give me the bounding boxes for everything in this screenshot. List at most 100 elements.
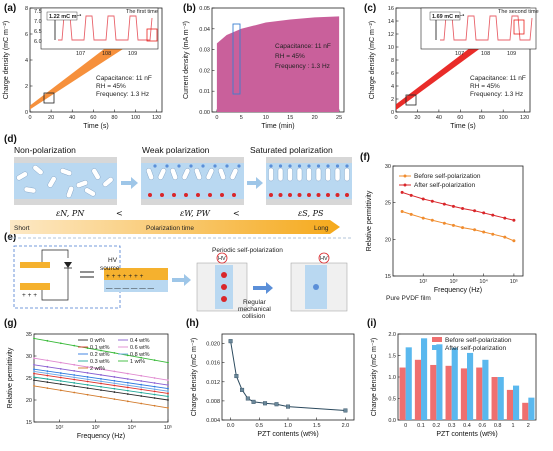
- ytick-label-b-2: 0.02: [199, 68, 210, 74]
- xtick-label-b-5: 25: [336, 115, 342, 121]
- inset-a-tick-0: 107: [76, 51, 85, 57]
- point-g-3-7: [126, 389, 129, 392]
- point-g-3-0: [33, 376, 35, 379]
- ytick-label-c-6: 12: [388, 32, 394, 38]
- legend-label-g-3: 0.3 wt%: [90, 359, 110, 365]
- ytick-label-b-5: 0.05: [199, 6, 210, 12]
- point-g-2-0: [33, 368, 35, 371]
- point-h-5: [263, 401, 268, 406]
- point-g-5-7: [126, 372, 129, 375]
- dipole-weak-6: [218, 168, 226, 180]
- hv-source-label-2: source: [100, 265, 120, 272]
- point-g-0-3: [73, 385, 76, 388]
- series-line-f-0: [401, 210, 515, 242]
- stage-label-saturated: Saturated polarization: [250, 145, 333, 155]
- xtick-label-b-1: 5: [240, 115, 243, 121]
- polarization-time-arrow: [10, 220, 340, 234]
- xtick-label-b-2: 10: [263, 115, 269, 121]
- point-g-6-3: [73, 376, 76, 379]
- point-g-7-3: [73, 344, 76, 347]
- xtick-label-a-2: 40: [69, 115, 75, 121]
- point-h-8: [343, 408, 348, 413]
- charge-red-7: [232, 193, 236, 197]
- point-f-0-11: [512, 239, 516, 243]
- inset-a-value: 1.22 mC m⁻²: [49, 13, 81, 20]
- charge-red-1: [160, 193, 164, 197]
- panel-letter-f: (f): [360, 152, 370, 163]
- xtick-label-b-0: 0: [215, 115, 218, 121]
- area-current: [216, 16, 340, 112]
- dipole-random-0: [16, 171, 28, 181]
- point-g-7-8: [140, 356, 143, 359]
- point-g-7-7: [126, 354, 129, 357]
- point-f-1-0: [400, 190, 404, 194]
- charge-red-s-7: [335, 193, 340, 197]
- point-g-8-6: [113, 398, 116, 401]
- bar-0-6: [491, 377, 498, 420]
- xtick-label-b-4: 20: [312, 115, 318, 121]
- point-g-8-10: [167, 407, 169, 409]
- point-h-3: [245, 396, 250, 401]
- stage-arrow-2: [247, 177, 263, 189]
- ytick-label-a-4: 8: [25, 6, 28, 12]
- point-g-3-9: [153, 393, 156, 396]
- point-g-4-9: [153, 382, 156, 384]
- stage-label-non: Non-polarization: [14, 145, 76, 155]
- xtick-label-c-3: 60: [457, 115, 463, 121]
- bar-1-4: [467, 352, 474, 420]
- point-g-2-3: [73, 374, 76, 376]
- ytick-label-b-3: 0.03: [199, 48, 210, 54]
- bar-0-3: [445, 365, 452, 420]
- label-less-1: <: [116, 209, 123, 218]
- xtick-label-a-1: 20: [48, 115, 54, 121]
- bar-1-3: [451, 347, 458, 420]
- point-g-8-4: [86, 393, 89, 396]
- charge-blue-7: [237, 164, 241, 168]
- point-f-1-2: [421, 197, 425, 201]
- ann-a-0: Capacitance: 11 nF: [96, 75, 152, 82]
- point-g-1-1: [46, 374, 49, 377]
- panel-letter-h: (h): [186, 318, 199, 329]
- legend-label-g-2: 0.2 wt%: [90, 352, 110, 358]
- periodic-label: Periodic self-polarization: [212, 247, 283, 254]
- point-g-4-2: [59, 367, 62, 370]
- point-f-0-7: [473, 228, 477, 232]
- point-g-3-1: [46, 378, 49, 380]
- xlabel-f: Frequency (Hz): [434, 287, 482, 294]
- dipole-random-9: [84, 187, 96, 197]
- point-g-3-6: [113, 387, 116, 390]
- xtick-label-c-2: 40: [436, 115, 442, 121]
- xtick-label-g-3: 10⁵: [164, 424, 172, 431]
- label-eps-w: εW, PW: [180, 209, 211, 218]
- ytick-label-a-0: 0: [25, 110, 28, 116]
- charge-blue-s-5: [316, 164, 321, 168]
- xtick-label-g-1: 10³: [92, 425, 100, 431]
- point-f-0-0: [400, 209, 404, 213]
- charge-red-s-3: [297, 193, 302, 197]
- xtick-label-a-6: 120: [152, 115, 161, 121]
- pzt-film-bottom: [104, 280, 168, 292]
- xtick-label-i-6: 0.8: [494, 423, 502, 429]
- ytick-label-g-1: 20: [26, 398, 32, 404]
- xlabel-g: Frequency (Hz): [77, 433, 125, 440]
- point-g-0-4: [86, 387, 89, 390]
- polarization-schematic: Non-polarization Weak polarization Satur…: [8, 145, 352, 239]
- xtick-label-f-3: 10⁵: [510, 278, 518, 285]
- bar-1-1: [421, 338, 428, 420]
- xlabel-h: PZT contents (wt%): [257, 431, 318, 438]
- xtick-label-i-1: 0.1: [417, 423, 425, 429]
- point-g-8-0: [33, 385, 35, 387]
- dipole-body: [16, 171, 28, 181]
- point-g-6-6: [113, 382, 116, 385]
- point-g-1-3: [73, 378, 76, 381]
- plus-charges-right: + + + + + + +: [106, 273, 144, 280]
- point-g-1-7: [126, 386, 129, 389]
- ytick-label-b-1: 0.01: [199, 89, 210, 95]
- point-g-7-9: [153, 359, 156, 362]
- point-f-0-2: [421, 216, 425, 220]
- point-g-1-4: [86, 380, 89, 383]
- xlabel-c: Time (s): [450, 123, 475, 130]
- charge-blue-s-1: [278, 164, 283, 168]
- point-h-6: [274, 402, 279, 407]
